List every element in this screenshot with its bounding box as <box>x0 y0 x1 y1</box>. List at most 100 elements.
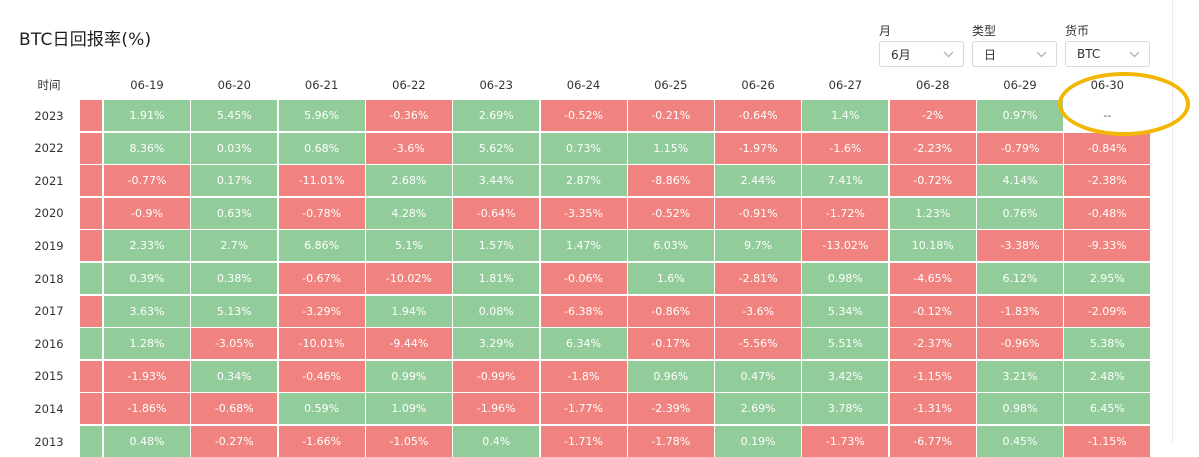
return-cell: 6.86% <box>278 230 365 262</box>
return-cell: 1.91% <box>104 100 190 131</box>
return-cell: -0.86% <box>627 295 714 327</box>
return-cell: -1.73% <box>802 426 889 457</box>
currency-select[interactable]: BTC <box>1065 41 1150 67</box>
return-cell: 0.19% <box>715 426 802 457</box>
time-header: 时间 <box>37 78 61 92</box>
row-color-stub <box>80 295 102 327</box>
return-cell: -1.8% <box>540 360 627 392</box>
return-cell: -4.65% <box>889 263 976 294</box>
return-cell: 2.69% <box>715 393 802 425</box>
return-cell: -0.67% <box>278 263 365 294</box>
year-label: 2013 <box>34 434 64 449</box>
year-label: 2017 <box>34 304 64 319</box>
year-label: 2023 <box>34 108 64 123</box>
currency-select-value: BTC <box>1077 47 1101 61</box>
return-cell: -1.96% <box>453 393 540 425</box>
return-cell: 3.21% <box>977 360 1063 392</box>
type-select[interactable]: 日 <box>972 41 1057 67</box>
return-cell: -1.6% <box>802 132 889 164</box>
return-cell: 3.44% <box>453 165 540 197</box>
month-select[interactable]: 6月 <box>879 41 964 67</box>
type-filter-label: 类型 <box>972 24 997 38</box>
column-header: 06-21 <box>304 78 339 92</box>
row-color-stub <box>80 328 102 360</box>
return-cell: 8.36% <box>104 132 190 164</box>
return-cell: -0.36% <box>365 100 452 131</box>
return-cell: 0.99% <box>365 360 452 392</box>
return-cell: 5.38% <box>1064 328 1151 360</box>
row-color-stub <box>80 360 102 392</box>
row-color-stub <box>80 263 102 294</box>
column-header: 06-23 <box>479 78 513 92</box>
return-cell: 3.42% <box>802 360 889 392</box>
row-color-stub <box>80 426 102 457</box>
return-cell: 5.13% <box>191 295 278 327</box>
return-cell: -0.64% <box>453 197 540 229</box>
return-cell: 4.14% <box>977 165 1063 197</box>
return-cell: 0.68% <box>278 132 365 164</box>
return-cell: -0.17% <box>627 328 714 360</box>
return-cell: -2.23% <box>889 132 976 164</box>
return-cell: -1.93% <box>104 360 190 392</box>
return-cell: 1.4% <box>802 100 889 131</box>
chevron-down-icon <box>1035 48 1047 60</box>
return-cell: -0.77% <box>104 165 190 197</box>
return-cell: 2.48% <box>1064 360 1151 392</box>
return-cell: -3.6% <box>715 295 802 327</box>
return-cell: 0.39% <box>104 263 190 294</box>
return-cell: -11.01% <box>278 165 365 197</box>
return-cell: -6.77% <box>889 426 976 457</box>
return-cell: 2.95% <box>1064 263 1151 294</box>
return-cell: -2.37% <box>889 328 976 360</box>
row-color-stub <box>80 197 102 229</box>
return-cell: 0.47% <box>715 360 802 392</box>
return-cell: -1.78% <box>627 426 714 457</box>
return-cell: 0.97% <box>977 100 1063 131</box>
return-cell: 5.62% <box>453 132 540 164</box>
return-cell: -0.99% <box>453 360 540 392</box>
row-color-stub <box>80 230 102 262</box>
return-cell: -0.9% <box>104 197 190 229</box>
return-cell: 0.34% <box>191 360 278 392</box>
return-cell: -9.33% <box>1064 230 1151 262</box>
return-cell: -1.83% <box>977 295 1063 327</box>
return-cell: -9.44% <box>365 328 452 360</box>
return-cell: 0.59% <box>278 393 365 425</box>
return-cell: -1.72% <box>802 197 889 229</box>
column-header: 06-28 <box>915 78 950 92</box>
return-cell: -1.86% <box>104 393 190 425</box>
return-cell: -1.97% <box>715 132 802 164</box>
return-cell: -1.15% <box>1064 426 1151 457</box>
return-cell: 0.76% <box>977 197 1063 229</box>
row-color-stub <box>80 100 102 131</box>
return-cell: 1.47% <box>540 230 627 262</box>
return-cell: 2.87% <box>540 165 627 197</box>
return-cell: -0.52% <box>540 100 627 131</box>
return-cell: -3.35% <box>540 197 627 229</box>
column-header: 06-20 <box>217 78 251 92</box>
return-cell: -0.72% <box>889 165 976 197</box>
return-cell: 0.98% <box>802 263 889 294</box>
column-header: 06-19 <box>130 78 164 92</box>
return-cell: -2.39% <box>627 393 714 425</box>
type-filter: 类型 日 <box>972 23 1057 67</box>
return-cell: -0.79% <box>977 132 1063 164</box>
return-cell: 2.44% <box>715 165 802 197</box>
month-select-value: 6月 <box>891 47 911 62</box>
return-cell: -10.02% <box>365 263 452 294</box>
return-cell: 9.7% <box>715 230 802 262</box>
return-cell: 10.18% <box>889 230 976 262</box>
chevron-down-icon <box>1128 48 1140 60</box>
return-cell: 3.78% <box>802 393 889 425</box>
row-color-stub <box>80 165 102 197</box>
row-color-stub <box>80 393 102 425</box>
year-label: 2015 <box>34 369 64 384</box>
return-cell: 2.33% <box>104 230 190 262</box>
return-cell: 2.69% <box>453 100 540 131</box>
return-cell: -2.81% <box>715 263 802 294</box>
return-cell: 1.94% <box>365 295 452 327</box>
year-label: 2019 <box>34 238 64 253</box>
return-cell: 0.17% <box>191 165 278 197</box>
year-label: 2021 <box>34 173 64 188</box>
year-label: 2022 <box>34 141 64 156</box>
